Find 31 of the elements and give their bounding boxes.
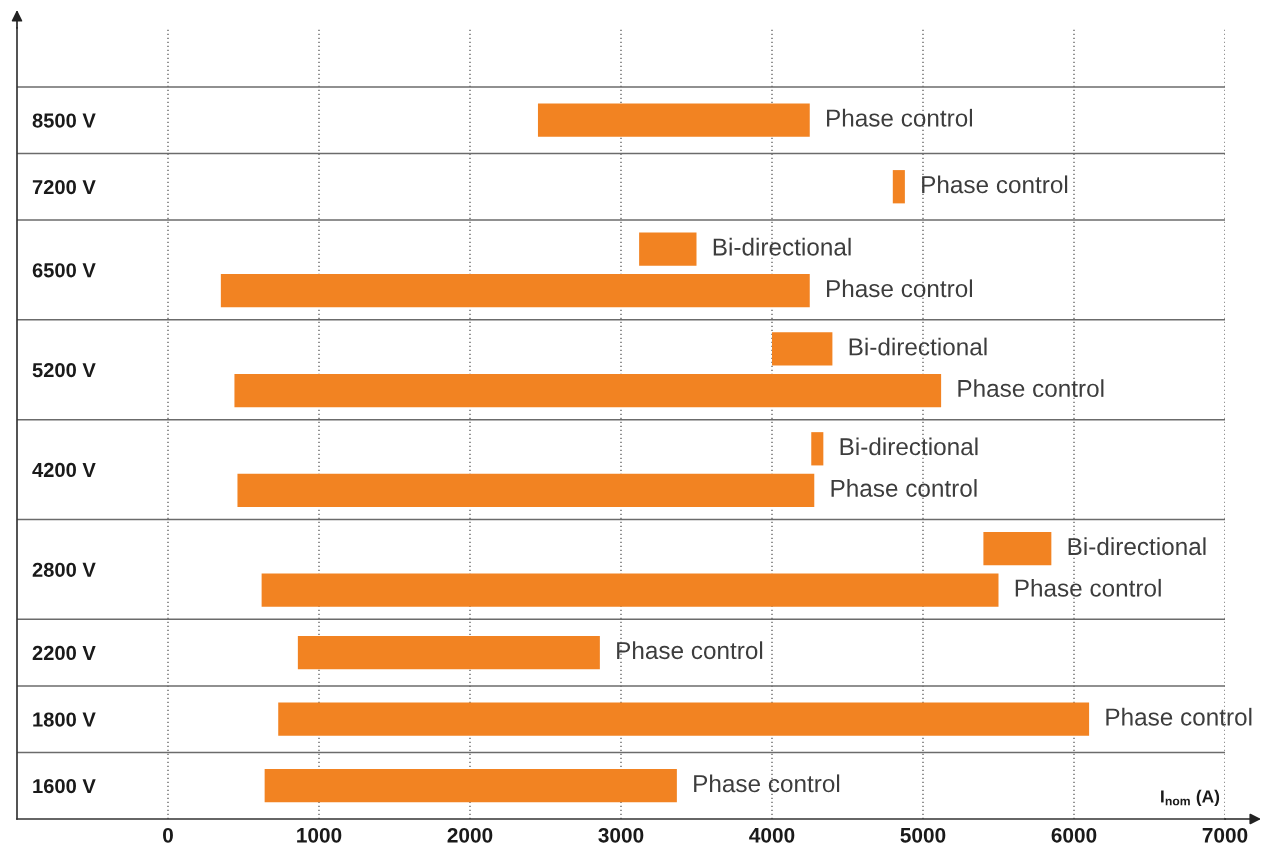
x-tick-label: 5000 — [900, 827, 946, 843]
x-tick-label: 1000 — [297, 827, 342, 843]
x-tick-label: 2000 — [447, 827, 493, 843]
text: Phase control — [958, 379, 1104, 398]
y-tick-label: 6500 V — [32, 263, 96, 278]
x-tick-label: 4000 — [749, 827, 795, 843]
x-axis-title: I$_{nom}$ (A) — [1161, 789, 1220, 807]
text: Bi-directional — [1068, 537, 1206, 556]
y-tick-label: 8500 V — [32, 113, 96, 128]
y-tick-label: 4200 V — [32, 462, 96, 478]
x-tick-label: 0 — [163, 827, 173, 843]
text: Phase control — [922, 175, 1068, 194]
text: Bi-directional — [840, 437, 978, 456]
series-label: Phase control — [827, 108, 973, 127]
x-tick-label: 7000 — [1202, 827, 1248, 843]
text: Bi-directional — [849, 337, 987, 356]
y-tick-label: 2800 V — [32, 562, 96, 577]
text: Phase control — [1015, 578, 1161, 597]
y-tick-label: 2200 V — [32, 645, 96, 661]
y-tick-label: 7200 V — [32, 179, 96, 195]
series-label: Bi-directional — [713, 237, 851, 256]
y-tick-label: 1800 V — [33, 712, 96, 727]
x-tick-label: 3000 — [598, 827, 644, 843]
y-tick-label: 5200 V — [32, 362, 96, 378]
text: Phase control — [827, 279, 973, 298]
x-tick-label: 6000 — [1051, 827, 1097, 843]
text: Phase control — [1106, 707, 1252, 726]
text: Phase control — [617, 641, 763, 660]
y-tick-label: 1600 V — [33, 778, 96, 794]
text: Phase control — [831, 479, 977, 497]
text: Phase control — [694, 774, 840, 793]
